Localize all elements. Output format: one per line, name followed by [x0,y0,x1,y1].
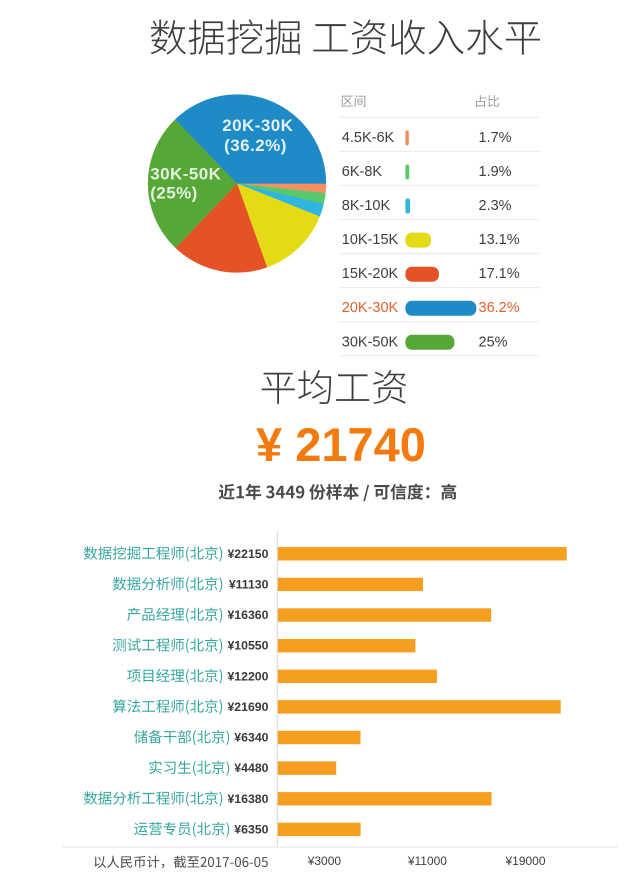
svg-text:20K-30K: 20K-30K [342,300,399,316]
svg-text:17.1%: 17.1% [479,266,520,282]
svg-text:1.7%: 1.7% [479,130,512,146]
svg-text:30K-50K: 30K-50K [150,164,221,183]
svg-text:1.9%: 1.9% [479,164,512,180]
svg-text:¥3000: ¥3000 [307,854,342,868]
svg-text:20K-30K: 20K-30K [222,116,293,135]
svg-text:10K-15K: 10K-15K [342,232,399,248]
svg-text:¥4480: ¥4480 [234,761,268,775]
svg-text:30K-50K: 30K-50K [342,334,399,350]
svg-text:(25%): (25%) [150,183,198,202]
svg-text:15K-20K: 15K-20K [342,266,399,282]
svg-text:¥16360: ¥16360 [227,608,268,622]
svg-text:25%: 25% [479,334,508,350]
svg-text:¥21690: ¥21690 [227,700,268,714]
svg-text:13.1%: 13.1% [479,232,520,248]
svg-text:¥19000: ¥19000 [504,854,545,868]
svg-text:¥6350: ¥6350 [234,822,268,836]
svg-text:¥ 21740: ¥ 21740 [256,418,426,471]
svg-text:8K-10K: 8K-10K [342,198,391,214]
svg-text:¥11000: ¥11000 [407,854,447,868]
svg-text:¥16380: ¥16380 [227,792,268,806]
svg-text:36.2%: 36.2% [479,300,520,316]
svg-text:¥11130: ¥11130 [229,577,269,591]
svg-text:¥22150: ¥22150 [227,547,268,561]
svg-text:(36.2%): (36.2%) [224,136,287,155]
svg-text:6K-8K: 6K-8K [342,164,383,180]
svg-text:¥6340: ¥6340 [234,731,268,745]
svg-text:2.3%: 2.3% [479,198,512,214]
svg-text:¥12200: ¥12200 [227,669,268,683]
svg-text:4.5K-6K: 4.5K-6K [342,130,395,146]
svg-text:¥10550: ¥10550 [227,639,268,653]
